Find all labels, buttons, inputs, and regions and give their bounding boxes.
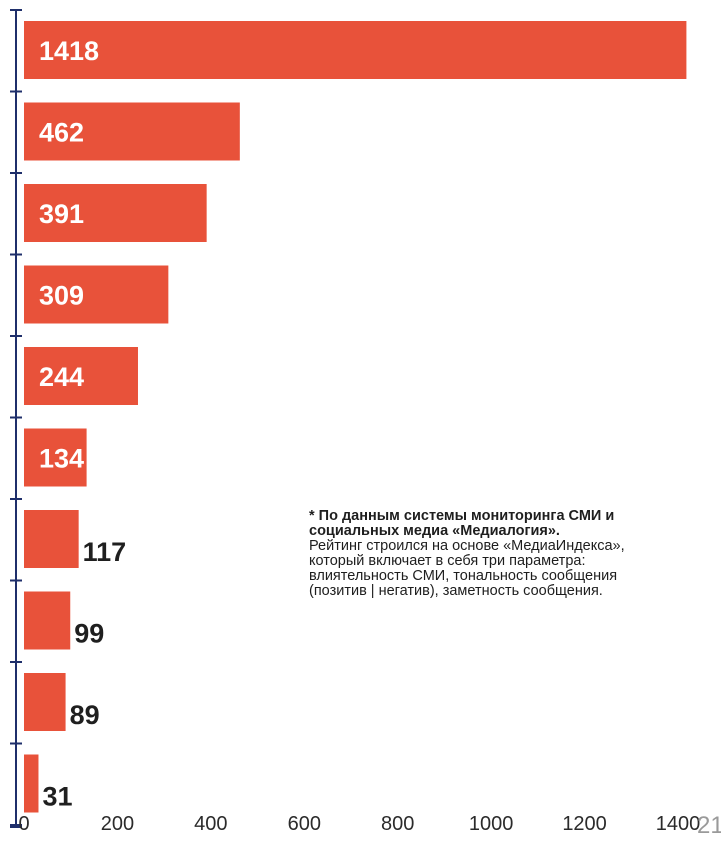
source-note: * По данным системы мониторинга СМИ и со… (309, 509, 721, 599)
bar-5 (24, 347, 138, 405)
bar-label-5: 244 (39, 362, 84, 392)
note-bold-line-2: социальных медиа «Медиалогия». (309, 523, 560, 539)
bar-1 (24, 21, 687, 79)
bar-9 (24, 673, 66, 731)
bar-7 (24, 510, 79, 568)
x-tick-label-1000: 1000 (469, 813, 514, 835)
bar-label-2: 462 (39, 118, 84, 148)
bar-label-8: 99 (74, 619, 104, 649)
bar-6 (24, 428, 87, 487)
x-tick-label-200: 200 (101, 813, 134, 835)
x-tick-label-400: 400 (194, 813, 227, 835)
bar-label-9: 89 (70, 700, 100, 730)
x-tick-label-0: 0 (18, 813, 29, 835)
bar-label-7: 117 (83, 537, 127, 567)
bar-4 (24, 265, 169, 324)
note-bold-line-1: * По данным системы мониторинга СМИ и (309, 509, 615, 524)
note-line-2: который включает в себя три параметра: (309, 553, 586, 569)
x-tick-label-800: 800 (381, 813, 414, 835)
bar-3 (24, 184, 207, 242)
x-tick-label-1400: 1400 (656, 813, 701, 835)
bar-2 (24, 102, 240, 161)
bar-10 (24, 754, 39, 813)
bar-8 (24, 591, 71, 650)
bar-label-10: 31 (42, 782, 72, 812)
x-tick-label-1200: 1200 (562, 813, 607, 835)
page-number: 21 (697, 812, 721, 839)
note-line-4: (позитив | негатив), заметность сообщени… (309, 583, 603, 599)
x-tick-label-600: 600 (288, 813, 321, 835)
note-line-3: влиятельность СМИ, тональность сообщения (309, 568, 618, 584)
bar-label-3: 391 (39, 199, 84, 229)
bar-label-1: 1418 (39, 36, 99, 66)
note-line-1: Рейтинг строился на основе «МедиаИндекса… (309, 538, 625, 554)
bar-label-6: 134 (39, 444, 84, 474)
bar-label-4: 309 (39, 281, 84, 311)
